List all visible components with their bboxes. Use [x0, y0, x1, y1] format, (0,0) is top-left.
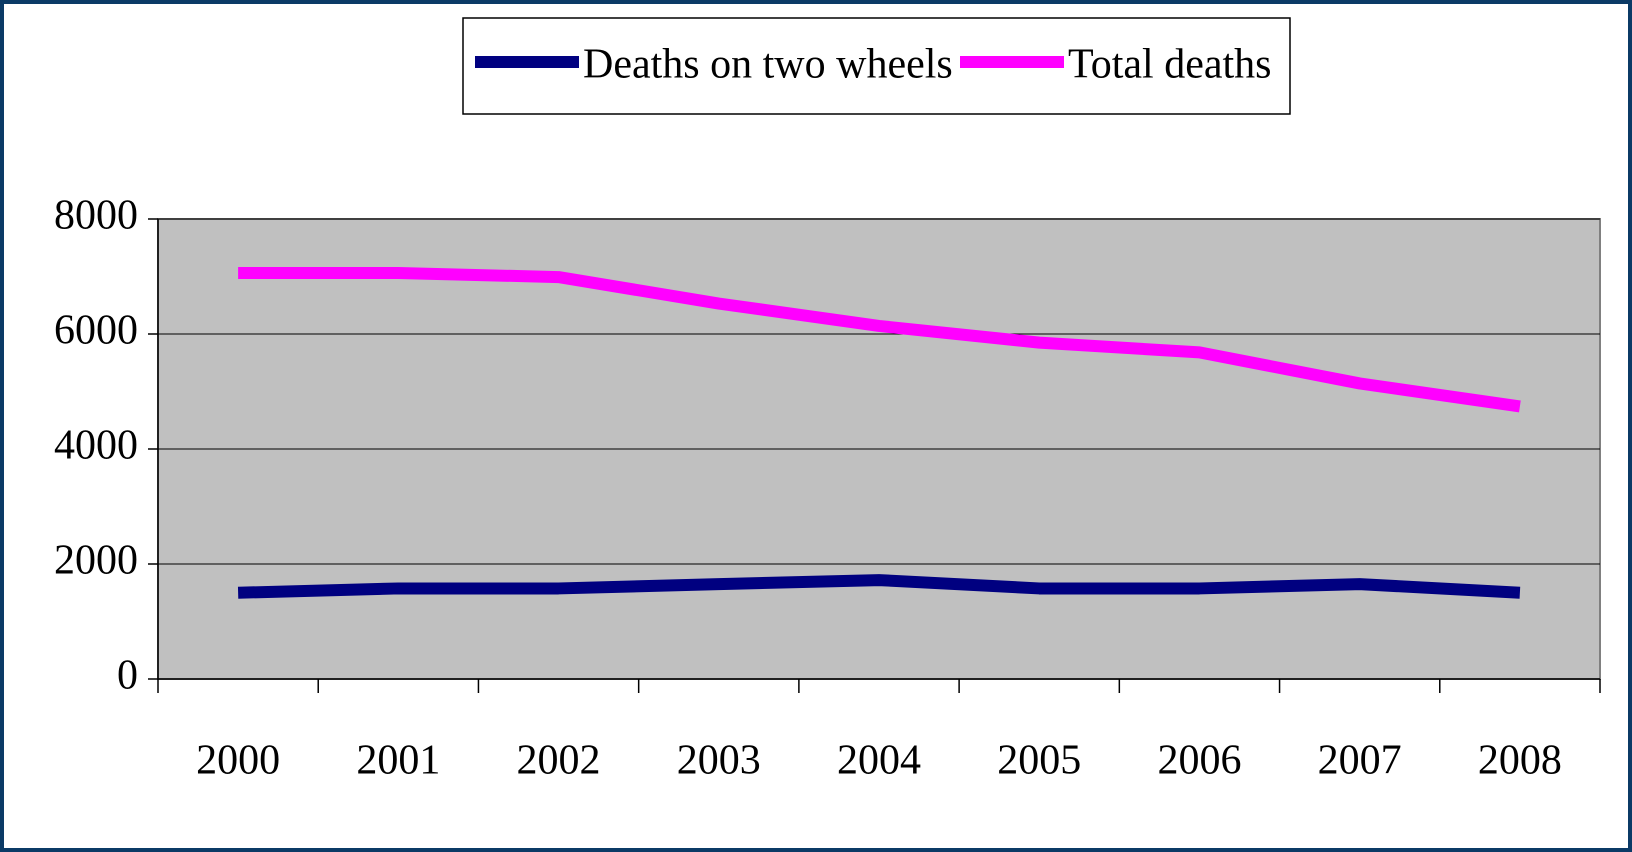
x-tick-label: 2008 [1478, 738, 1562, 784]
line-series [238, 267, 1521, 413]
y-tick-label: 6000 [54, 308, 138, 354]
x-tick-label: 2005 [997, 738, 1081, 784]
x-tick-label: 2001 [356, 738, 440, 784]
x-tick-label: 2004 [837, 738, 921, 784]
x-tick-label: 2006 [1157, 738, 1241, 784]
x-tick-label: 2002 [517, 738, 601, 784]
line-series [237, 574, 1521, 599]
x-tick-label: 2007 [1318, 738, 1402, 784]
x-tick-label: 2000 [196, 738, 280, 784]
legend-box [462, 17, 1291, 115]
y-tick-label: 4000 [54, 423, 138, 469]
y-tick-label: 2000 [54, 538, 138, 584]
y-tick-label: 0 [117, 653, 138, 699]
x-tick-label: 2003 [677, 738, 761, 784]
legend-label: Deaths on two wheels [583, 42, 953, 88]
y-tick-label: 8000 [54, 193, 138, 239]
legend-label: Total deaths [1068, 42, 1272, 88]
